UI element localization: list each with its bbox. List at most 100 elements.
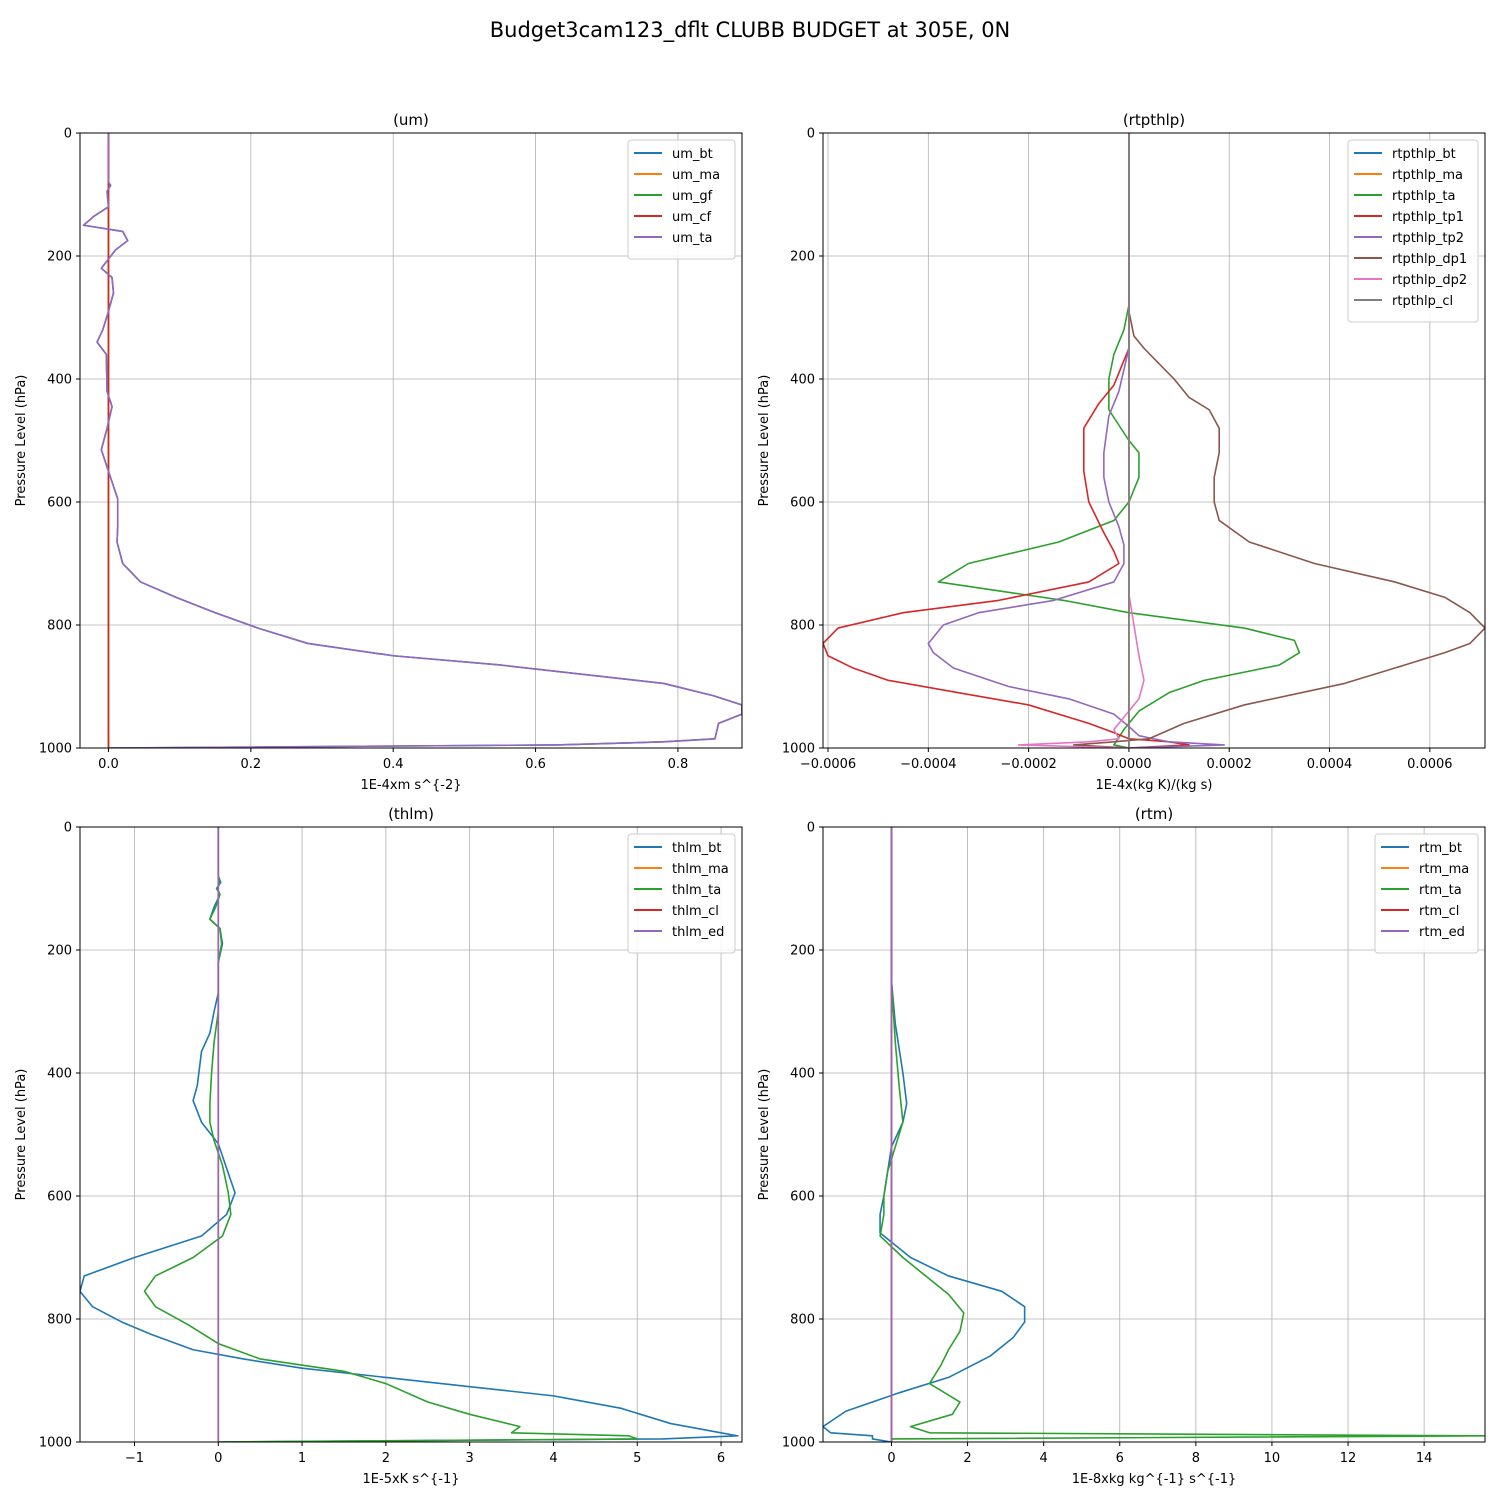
legend-label-thlm_ma: thlm_ma: [672, 862, 729, 877]
legend-label-rtpthlp_dp1: rtpthlp_dp1: [1392, 252, 1467, 267]
legend-box: [627, 833, 736, 954]
y-axis-label: Pressure Level (hPa): [14, 375, 29, 507]
x-tick-label: 0.0: [98, 757, 119, 772]
x-tick-label: −0.0002: [1000, 757, 1056, 772]
x-tick-label: 10: [1264, 1451, 1281, 1466]
x-tick-label: 1: [298, 1451, 306, 1466]
y-tick-label: 200: [47, 944, 72, 959]
legend-box: [1347, 139, 1479, 323]
y-tick-label: 1000: [39, 1436, 72, 1451]
chart-panel-2: −1 0 1 2 3 4 5 6 0 200 400 600 800 1000 (thlm) 1E-5xK s…: [14, 805, 743, 1487]
x-tick-label: 0: [214, 1451, 222, 1466]
legend-label-rtm_ed: rtm_ed: [1419, 925, 1465, 940]
panel-title: (rtm): [1135, 805, 1173, 823]
x-tick-label: 2: [382, 1451, 390, 1466]
x-axis-label: 1E-4x(kg K)/(kg s): [1096, 778, 1213, 793]
legend: um_bt um_ma um_gf um_cf um_ta: [627, 139, 736, 260]
y-tick-label: 1000: [39, 742, 72, 757]
legend-label-rtpthlp_ma: rtpthlp_ma: [1392, 168, 1463, 183]
y-tick-label: 600: [47, 496, 72, 511]
y-tick-label: 600: [47, 1190, 72, 1205]
y-tick-label: 0: [807, 127, 815, 142]
chart-panel-1: −0.0006 −0.0004 −0.0002 0.0000 0.0002 0.0004 0…: [757, 111, 1486, 793]
y-tick-label: 600: [790, 496, 815, 511]
chart-panel-0: 0.0 0.2 0.4 0.6 0.8 0 200 400 600 800 1000 (um) 1E-4…: [14, 111, 743, 793]
legend-label-rtm_ta: rtm_ta: [1419, 883, 1462, 898]
y-tick-label: 400: [790, 373, 815, 388]
legend-label-um_gf: um_gf: [672, 189, 713, 204]
y-tick-label: 400: [790, 1067, 815, 1082]
series-line-rtpthlp_tp1: [823, 133, 1190, 748]
legend-label-rtm_cl: rtm_cl: [1419, 904, 1459, 919]
y-tick-label: 800: [47, 619, 72, 634]
x-tick-label: 14: [1416, 1451, 1433, 1466]
x-tick-label: 0.2: [240, 757, 261, 772]
series-line-thlm_ta: [143, 827, 639, 1442]
x-tick-label: 3: [466, 1451, 474, 1466]
x-axis-label: 1E-8xkg kg^{-1} s^{-1}: [1072, 1472, 1237, 1487]
series-line-rtm_bt: [823, 827, 1026, 1442]
y-tick-label: 200: [790, 250, 815, 265]
legend: thlm_bt thlm_ma thlm_ta thlm_cl thlm_ed: [627, 833, 736, 954]
plot-frame: [79, 826, 743, 1443]
legend-label-rtpthlp_tp2: rtpthlp_tp2: [1392, 231, 1464, 246]
y-tick-label: 800: [790, 1313, 815, 1328]
legend: rtpthlp_bt rtpthlp_ma rtpthlp_ta rtpthlp_tp…: [1347, 139, 1479, 323]
x-tick-label: 0.0004: [1307, 757, 1353, 772]
x-tick-label: −0.0004: [900, 757, 956, 772]
legend-label-thlm_ta: thlm_ta: [672, 883, 721, 898]
x-tick-label: 8: [1192, 1451, 1200, 1466]
panel-title: (thlm): [388, 805, 434, 823]
legend-label-thlm_ed: thlm_ed: [672, 925, 724, 940]
x-tick-label: 0.4: [383, 757, 404, 772]
x-tick-label: 4: [549, 1451, 557, 1466]
legend-label-um_cf: um_cf: [672, 210, 712, 225]
legend-label-rtm_bt: rtm_bt: [1419, 841, 1462, 856]
y-tick-label: 800: [790, 619, 815, 634]
legend-label-rtpthlp_cl: rtpthlp_cl: [1392, 294, 1453, 309]
series-line-rtpthlp_dp2: [1017, 133, 1145, 748]
x-tick-label: −1: [125, 1451, 144, 1466]
x-tick-label: 12: [1340, 1451, 1357, 1466]
y-tick-label: 0: [807, 821, 815, 836]
x-tick-label: 0.0006: [1407, 757, 1453, 772]
series-line-rtm_ta: [879, 827, 1485, 1442]
series-line-um_ta: [82, 133, 742, 748]
x-tick-label: 6: [1116, 1451, 1124, 1466]
series-line-rtpthlp_ta: [937, 133, 1301, 748]
legend-label-rtm_ma: rtm_ma: [1419, 862, 1469, 877]
y-axis-label: Pressure Level (hPa): [757, 375, 772, 507]
plot-frame: [822, 826, 1486, 1443]
x-tick-label: 6: [717, 1451, 725, 1466]
y-tick-label: 200: [790, 944, 815, 959]
series-group: [823, 827, 1485, 1442]
x-tick-label: 4: [1040, 1451, 1048, 1466]
chart-panel-3: 0 2 4 6 8 10 12 14 0 200 400 600 800 1000 (rtm) 1E-8xkg…: [757, 805, 1486, 1487]
y-tick-label: 0: [64, 127, 72, 142]
x-axis-label: 1E-4xm s^{-2}: [360, 778, 461, 793]
series-group: [823, 133, 1485, 748]
y-axis-label: Pressure Level (hPa): [757, 1069, 772, 1201]
figure-title: Budget3cam123_dflt CLUBB BUDGET at 305E,…: [490, 18, 1011, 43]
y-tick-label: 600: [790, 1190, 815, 1205]
legend-label-um_ta: um_ta: [672, 231, 712, 246]
plot-frame: [822, 132, 1486, 749]
legend-box: [1374, 833, 1479, 954]
x-tick-label: 0: [887, 1451, 895, 1466]
x-tick-label: 0.0002: [1206, 757, 1252, 772]
legend-label-um_bt: um_bt: [672, 147, 713, 162]
y-tick-label: 400: [47, 1067, 72, 1082]
y-axis-label: Pressure Level (hPa): [14, 1069, 29, 1201]
y-tick-label: 1000: [782, 742, 815, 757]
y-tick-label: 200: [47, 250, 72, 265]
legend-label-rtpthlp_ta: rtpthlp_ta: [1392, 189, 1455, 204]
series-group: [82, 133, 742, 748]
series-group: [80, 827, 739, 1442]
x-tick-label: 0.8: [668, 757, 689, 772]
legend-label-rtpthlp_bt: rtpthlp_bt: [1392, 147, 1456, 162]
x-tick-label: 5: [633, 1451, 641, 1466]
x-tick-label: −0.0006: [800, 757, 856, 772]
legend-label-rtpthlp_dp2: rtpthlp_dp2: [1392, 273, 1467, 288]
y-tick-label: 1000: [782, 1436, 815, 1451]
